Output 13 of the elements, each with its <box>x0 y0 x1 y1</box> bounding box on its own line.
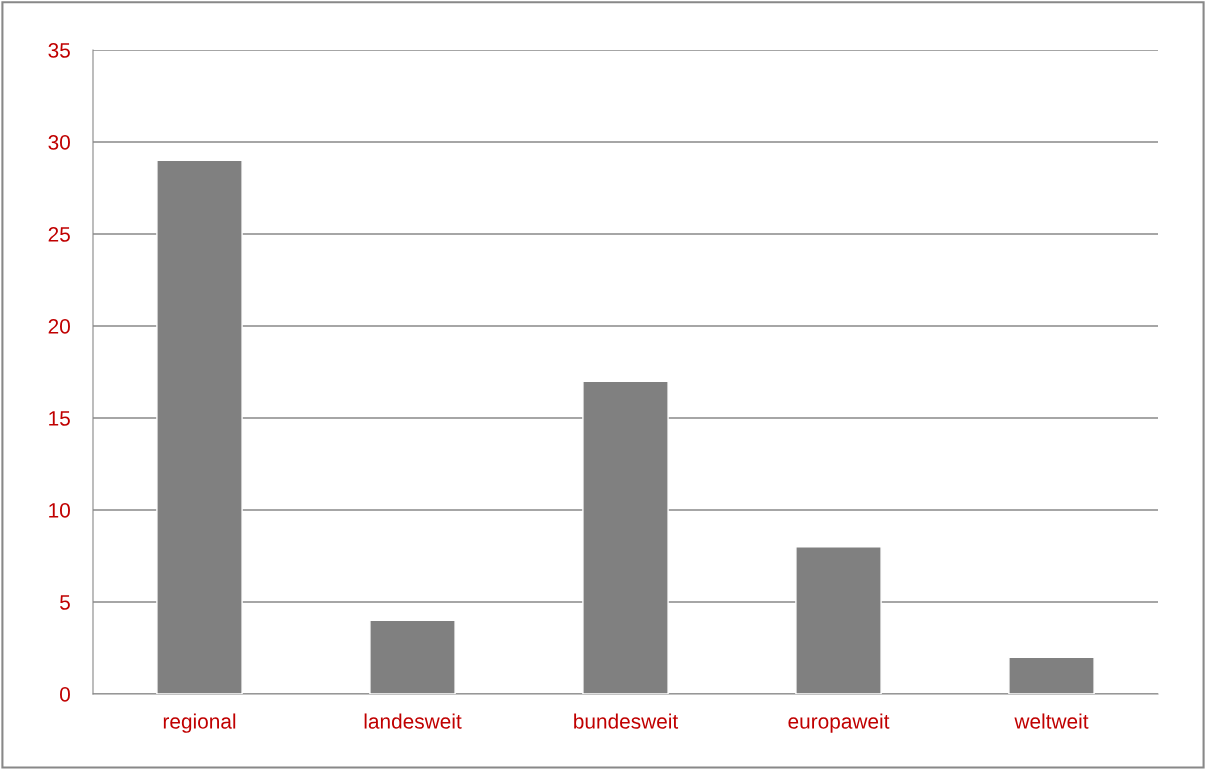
x-tick-label: landesweit <box>364 713 462 729</box>
x-tick-label: regional <box>163 713 236 733</box>
y-tick-label: 15 <box>49 411 70 426</box>
y-tick-label: 35 <box>48 43 70 58</box>
y-tick-label: 20 <box>48 319 70 334</box>
y-tick-label: 0 <box>60 687 70 702</box>
y-tick-label: 10 <box>49 503 70 518</box>
x-tick-label: bundesweit <box>574 713 679 729</box>
x-tick-label: europaweit <box>788 713 890 733</box>
x-tick-label: weltweit <box>1014 713 1089 729</box>
y-tick-label: 5 <box>60 595 70 610</box>
y-tick-label: 25 <box>48 227 70 242</box>
y-tick-label: 30 <box>48 135 70 150</box>
